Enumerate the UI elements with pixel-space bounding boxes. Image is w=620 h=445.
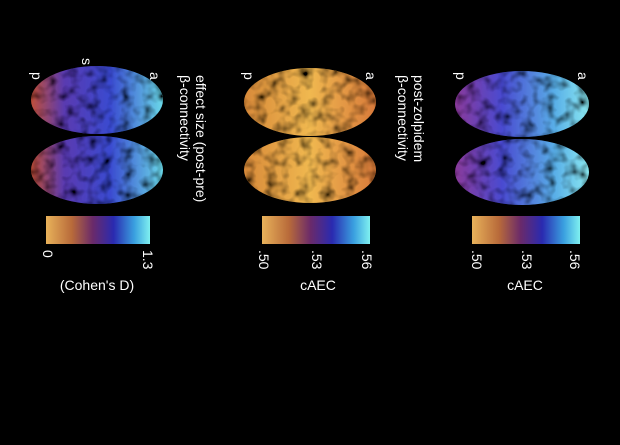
brain: [244, 68, 376, 203]
brain: [455, 71, 589, 205]
panel-title: β-connectivity: [177, 75, 193, 161]
colorbar-tick: .56: [359, 250, 375, 270]
colorbar-label: cAEC: [300, 277, 336, 293]
colorbar-tick: 0: [40, 250, 56, 258]
colorbar: [46, 216, 150, 244]
colorbar-tick: .53: [519, 250, 535, 270]
colorbar-label: cAEC: [507, 277, 543, 293]
colorbar: [262, 216, 370, 244]
panel-title: effect size (post-pre): [193, 75, 209, 202]
panel-title: β-connectivity: [395, 75, 411, 161]
panel-title: post-zolpidem: [411, 75, 427, 162]
orientation-label: p: [241, 72, 257, 80]
orientation-label: s: [79, 58, 95, 65]
colorbar-label: (Cohen's D): [60, 277, 134, 293]
colorbar-tick: .53: [309, 250, 325, 270]
colorbar-tick: .56: [567, 250, 583, 270]
brain: [31, 66, 163, 204]
colorbar-tick: .50: [256, 250, 272, 270]
colorbar-tick: 1.3: [140, 250, 156, 270]
colorbar: [472, 216, 580, 244]
orientation-label: p: [453, 72, 469, 80]
orientation-label: a: [363, 72, 379, 80]
colorbar-tick: .50: [469, 250, 485, 270]
orientation-label: a: [575, 72, 591, 80]
orientation-label: a: [147, 72, 163, 80]
orientation-label: p: [29, 72, 45, 80]
